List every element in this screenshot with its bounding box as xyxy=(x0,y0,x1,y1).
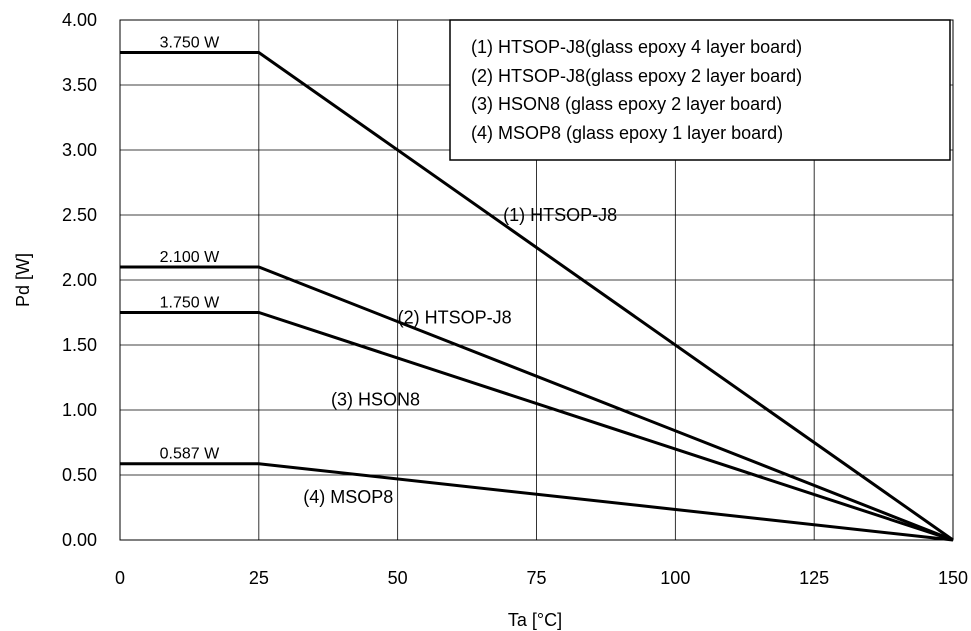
series-line xyxy=(120,462,954,542)
series-value-label: 0.587 W xyxy=(160,446,220,463)
y-tick-label: 1.50 xyxy=(62,335,97,355)
legend-entry: (2) HTSOP-J8(glass epoxy 2 layer board) xyxy=(471,66,802,86)
y-tick-label: 3.00 xyxy=(62,140,97,160)
x-axis-label: Ta [°C] xyxy=(508,610,562,630)
legend: (1) HTSOP-J8(glass epoxy 4 layer board) … xyxy=(449,19,951,161)
y-tick-label: 3.50 xyxy=(62,75,97,95)
series-curve-label: (4) MSOP8 xyxy=(303,487,393,507)
x-tick-label: 150 xyxy=(938,568,968,588)
series-value-label: 3.750 W xyxy=(160,35,220,52)
series-curve-label: (1) HTSOP-J8 xyxy=(503,205,617,225)
x-tick-label: 125 xyxy=(799,568,829,588)
legend-entry: (3) HSON8 (glass epoxy 2 layer board) xyxy=(471,94,782,114)
legend-box xyxy=(449,19,951,161)
series-line xyxy=(120,311,954,542)
x-tick-label: 0 xyxy=(115,568,125,588)
legend-entry: (1) HTSOP-J8(glass epoxy 4 layer board) xyxy=(471,37,802,57)
legend-entry: (4) MSOP8 (glass epoxy 1 layer board) xyxy=(471,123,783,143)
y-tick-label: 2.50 xyxy=(62,205,97,225)
series-lines xyxy=(120,51,954,542)
x-tick-label: 25 xyxy=(249,568,269,588)
y-tick-label: 0.50 xyxy=(62,465,97,485)
y-tick-label: 4.00 xyxy=(62,10,97,30)
series-curve-label: (2) HTSOP-J8 xyxy=(398,308,512,328)
series-value-label: 2.100 W xyxy=(160,249,220,266)
y-tick-label: 1.00 xyxy=(62,400,97,420)
series-line xyxy=(120,265,954,542)
x-tick-label: 100 xyxy=(660,568,690,588)
x-tick-labels: 0 25 50 75 100 125 150 xyxy=(115,568,968,588)
series-line xyxy=(120,51,954,542)
annotations: 3.750 W (1) HTSOP-J8 2.100 W (2) HTSOP-J8 1.… xyxy=(160,35,618,508)
series-value-label: 1.750 W xyxy=(160,295,220,312)
x-tick-label: 50 xyxy=(388,568,408,588)
y-tick-label: 0.00 xyxy=(62,530,97,550)
y-tick-label: 2.00 xyxy=(62,270,97,290)
y-tick-labels: 0.00 0.50 1.00 1.50 2.00 2.50 3.00 3.50 4.00 xyxy=(62,10,97,550)
y-axis-label: Pd [W] xyxy=(13,253,33,307)
series-curve-label: (3) HSON8 xyxy=(331,390,420,410)
x-tick-label: 75 xyxy=(526,568,546,588)
